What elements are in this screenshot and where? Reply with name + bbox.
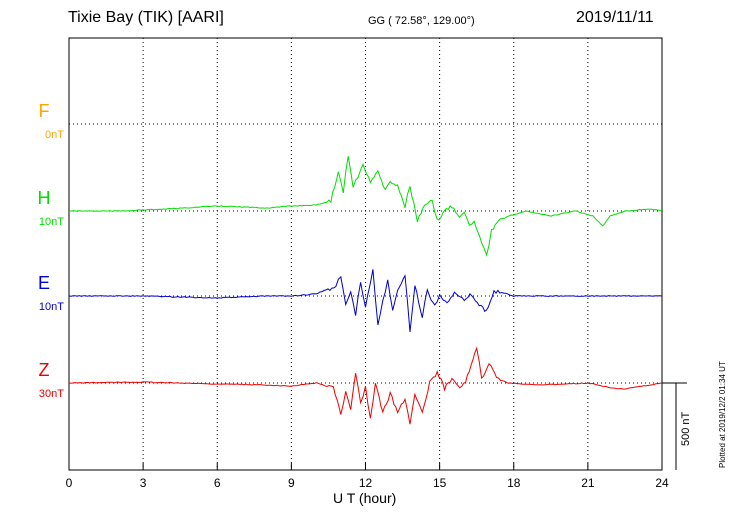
station-coordinates: GG ( 72.58°, 129.00°) [368,15,475,27]
scale-bar-label: 500 nT [680,411,692,446]
component-label-e: E [38,273,50,293]
plotted-timestamp: Plotted at 2019/12/2 01:34 UT [718,361,727,468]
x-tick-label: 21 [581,476,595,490]
vertical-gridlines [142,38,589,470]
component-scale-z: 30nT [39,388,64,400]
x-tick-label: 3 [140,476,147,490]
plot-date: 2019/11/11 [576,9,654,26]
component-scale-h: 10nT [39,216,64,228]
trace-z [68,346,663,425]
component-label-z: Z [39,360,50,380]
x-tick-label: 6 [214,476,221,490]
component-traces [68,156,663,425]
x-tick-label: 24 [655,476,669,490]
component-scale-e: 10nT [39,301,64,313]
x-tick-label: 0 [66,476,73,490]
component-scale-f: 0nT [45,129,64,141]
component-label-h: H [38,188,51,208]
trace-e [68,269,663,333]
station-title: Tixie Bay (TIK) [AARI] [68,9,224,26]
horizontal-gridlines [69,123,662,384]
x-axis-label: U T (hour) [333,490,397,506]
component-label-f: F [39,101,50,121]
x-tick-label: 9 [288,476,295,490]
trace-h [69,156,663,257]
scale-bar [662,382,687,470]
x-tick-label: 15 [433,476,447,490]
x-tick-label: 18 [507,476,521,490]
x-axis-ticks: 0 3 6 9 12 15 18 21 24 [66,463,669,490]
component-labels: F 0nT H 10nT E 10nT Z 30nT [38,101,65,400]
x-tick-label: 12 [359,476,373,490]
